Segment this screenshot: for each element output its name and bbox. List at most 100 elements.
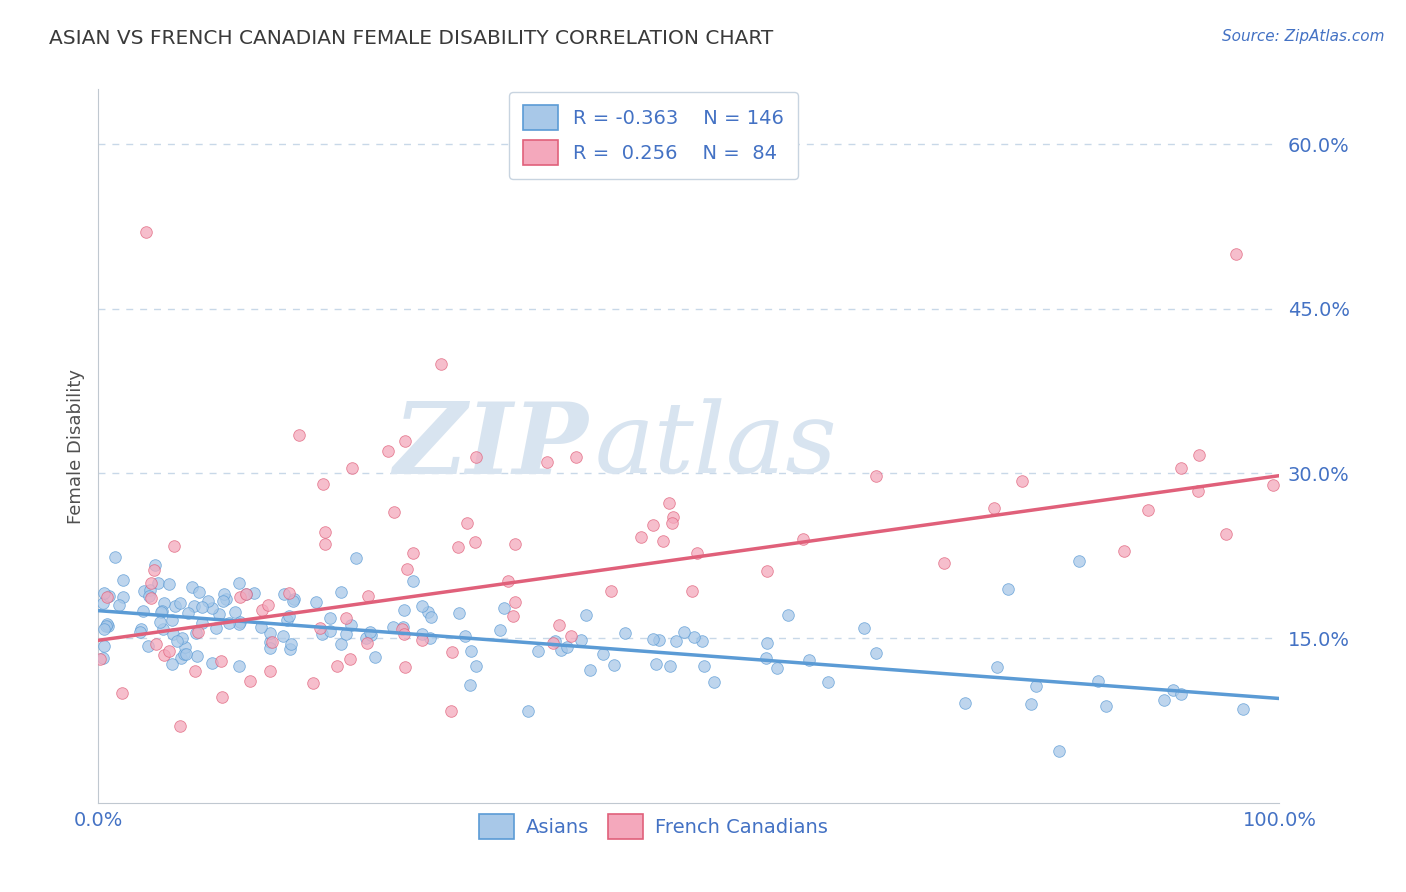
Point	[420, 610, 443, 624]
Point	[211, 690, 233, 704]
Point	[271, 629, 294, 643]
Point	[690, 634, 713, 648]
Point	[630, 530, 652, 544]
Point	[1161, 683, 1184, 698]
Point	[464, 535, 486, 549]
Point	[344, 551, 367, 566]
Point	[186, 626, 208, 640]
Point	[311, 626, 333, 640]
Point	[703, 675, 725, 690]
Point	[1137, 503, 1160, 517]
Point	[852, 621, 875, 635]
Point	[1225, 247, 1247, 261]
Point	[138, 590, 160, 604]
Point	[1232, 702, 1254, 716]
Point	[229, 615, 252, 629]
Point	[755, 636, 778, 650]
Point	[143, 563, 166, 577]
Point	[174, 640, 197, 654]
Point	[418, 605, 440, 619]
Point	[149, 615, 172, 629]
Point	[592, 647, 614, 661]
Point	[1025, 679, 1047, 693]
Point	[152, 622, 174, 636]
Point	[141, 591, 163, 605]
Point	[454, 629, 477, 643]
Point	[644, 657, 666, 671]
Point	[565, 450, 588, 464]
Point	[360, 624, 382, 639]
Point	[1153, 692, 1175, 706]
Point	[177, 606, 200, 620]
Point	[228, 576, 250, 591]
Point	[169, 719, 191, 733]
Point	[384, 505, 406, 519]
Point	[460, 644, 482, 658]
Point	[157, 644, 180, 658]
Point	[191, 599, 214, 614]
Point	[259, 625, 281, 640]
Point	[249, 620, 271, 634]
Point	[187, 625, 209, 640]
Point	[402, 574, 425, 589]
Point	[228, 617, 250, 632]
Point	[228, 659, 250, 673]
Point	[93, 640, 115, 654]
Point	[603, 657, 626, 672]
Point	[276, 613, 298, 627]
Point	[648, 632, 671, 647]
Point	[314, 525, 336, 540]
Point	[391, 622, 413, 636]
Point	[339, 652, 361, 666]
Point	[665, 634, 688, 648]
Point	[683, 630, 706, 644]
Point	[111, 686, 134, 700]
Point	[302, 675, 325, 690]
Point	[357, 589, 380, 603]
Point	[139, 575, 162, 590]
Point	[153, 648, 176, 663]
Point	[281, 594, 304, 608]
Point	[163, 539, 186, 553]
Point	[96, 616, 118, 631]
Point	[205, 621, 228, 635]
Point	[536, 455, 558, 469]
Point	[319, 624, 342, 638]
Point	[201, 600, 224, 615]
Point	[1087, 673, 1109, 688]
Point	[201, 656, 224, 670]
Point	[600, 584, 623, 599]
Point	[569, 633, 592, 648]
Point	[614, 626, 637, 640]
Point	[170, 632, 193, 646]
Point	[239, 674, 262, 689]
Point	[1170, 461, 1192, 475]
Point	[259, 641, 281, 656]
Point	[183, 599, 205, 614]
Point	[579, 663, 602, 677]
Point	[340, 617, 363, 632]
Point	[1215, 527, 1237, 541]
Point	[953, 696, 976, 710]
Point	[661, 516, 683, 531]
Point	[440, 705, 463, 719]
Point	[755, 651, 778, 665]
Point	[488, 624, 510, 638]
Point	[364, 649, 387, 664]
Point	[132, 603, 155, 617]
Point	[139, 582, 162, 597]
Point	[997, 582, 1019, 596]
Point	[243, 585, 266, 599]
Point	[93, 585, 115, 599]
Point	[335, 626, 357, 640]
Point	[136, 639, 159, 653]
Point	[305, 595, 328, 609]
Point	[330, 637, 353, 651]
Point	[505, 537, 527, 551]
Point	[411, 627, 433, 641]
Point	[257, 598, 280, 612]
Point	[1187, 483, 1209, 498]
Point	[128, 624, 150, 639]
Point	[314, 537, 336, 551]
Point	[817, 674, 839, 689]
